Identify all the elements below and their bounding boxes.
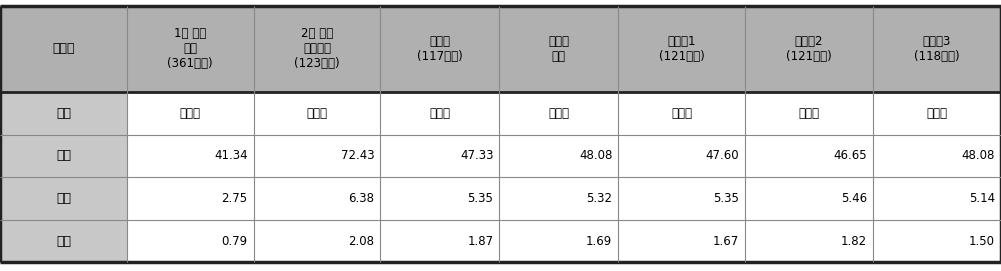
Bar <box>0 135 127 177</box>
Bar <box>745 6 873 92</box>
Text: 1.82: 1.82 <box>841 235 867 248</box>
Bar <box>127 92 253 135</box>
Bar <box>619 220 745 262</box>
Text: 1.67: 1.67 <box>713 235 739 248</box>
Text: 41.34: 41.34 <box>214 149 247 162</box>
Bar <box>253 6 380 92</box>
Bar <box>0 220 127 262</box>
Bar <box>499 135 619 177</box>
Bar <box>0 6 127 92</box>
Bar <box>619 92 745 135</box>
Text: 1차 조사
원수
(361개소): 1차 조사 원수 (361개소) <box>167 27 213 70</box>
Bar <box>619 6 745 92</box>
Text: 불검출: 불검출 <box>799 107 820 120</box>
Bar <box>253 92 380 135</box>
Bar <box>380 6 499 92</box>
Text: 꼭지수3
(118개소): 꼭지수3 (118개소) <box>914 35 960 63</box>
Text: 5.35: 5.35 <box>714 192 739 205</box>
Text: 5.46: 5.46 <box>841 192 867 205</box>
Bar <box>499 92 619 135</box>
Text: 48.08: 48.08 <box>962 149 995 162</box>
Text: 47.33: 47.33 <box>459 149 493 162</box>
Text: 47.60: 47.60 <box>706 149 739 162</box>
Bar <box>0 177 127 220</box>
Text: 불검출: 불검출 <box>672 107 693 120</box>
Text: 46.65: 46.65 <box>834 149 867 162</box>
Text: 평균: 평균 <box>56 192 71 205</box>
Text: 불검출: 불검출 <box>927 107 948 120</box>
Bar <box>253 177 380 220</box>
Bar <box>745 177 873 220</box>
Text: 꼭지수2
(121개소): 꼭지수2 (121개소) <box>786 35 832 63</box>
Text: 1.69: 1.69 <box>587 235 613 248</box>
Text: 최소: 최소 <box>56 107 71 120</box>
Text: 최대: 최대 <box>56 149 71 162</box>
Bar <box>253 220 380 262</box>
Bar <box>127 135 253 177</box>
Text: 2.75: 2.75 <box>221 192 247 205</box>
Bar <box>380 177 499 220</box>
Bar <box>619 135 745 177</box>
Bar <box>253 135 380 177</box>
Text: 불검출: 불검출 <box>306 107 327 120</box>
Bar <box>873 135 1001 177</box>
Bar <box>499 177 619 220</box>
Bar <box>873 177 1001 220</box>
Text: 2회 이상
조사원수
(123개소): 2회 이상 조사원수 (123개소) <box>294 27 339 70</box>
Bar <box>499 220 619 262</box>
Bar <box>127 177 253 220</box>
Text: 72.43: 72.43 <box>340 149 374 162</box>
Bar <box>745 135 873 177</box>
Bar <box>380 135 499 177</box>
Text: 0.79: 0.79 <box>221 235 247 248</box>
Text: 2.08: 2.08 <box>348 235 374 248</box>
Bar <box>499 6 619 92</box>
Text: 중앙: 중앙 <box>56 235 71 248</box>
Bar <box>873 92 1001 135</box>
Bar <box>0 92 127 135</box>
Bar <box>380 92 499 135</box>
Bar <box>873 220 1001 262</box>
Bar <box>745 220 873 262</box>
Text: 6.38: 6.38 <box>348 192 374 205</box>
Text: 불검출: 불검출 <box>429 107 450 120</box>
Text: 1.87: 1.87 <box>467 235 493 248</box>
Bar <box>127 220 253 262</box>
Text: 꼭지수1
(121개소): 꼭지수1 (121개소) <box>659 35 705 63</box>
Bar <box>873 6 1001 92</box>
Text: 꼭지수
전체: 꼭지수 전체 <box>549 35 570 63</box>
Bar <box>127 6 253 92</box>
Bar <box>619 177 745 220</box>
Text: 불검출: 불검출 <box>180 107 200 120</box>
Text: 통계치: 통계치 <box>52 42 75 55</box>
Text: 5.35: 5.35 <box>467 192 493 205</box>
Text: 불검출: 불검출 <box>549 107 570 120</box>
Text: 5.32: 5.32 <box>587 192 613 205</box>
Bar <box>380 220 499 262</box>
Bar <box>745 92 873 135</box>
Text: 물탱크
(117개소): 물탱크 (117개소) <box>417 35 462 63</box>
Text: 5.14: 5.14 <box>969 192 995 205</box>
Text: 48.08: 48.08 <box>579 149 613 162</box>
Text: 1.50: 1.50 <box>969 235 995 248</box>
